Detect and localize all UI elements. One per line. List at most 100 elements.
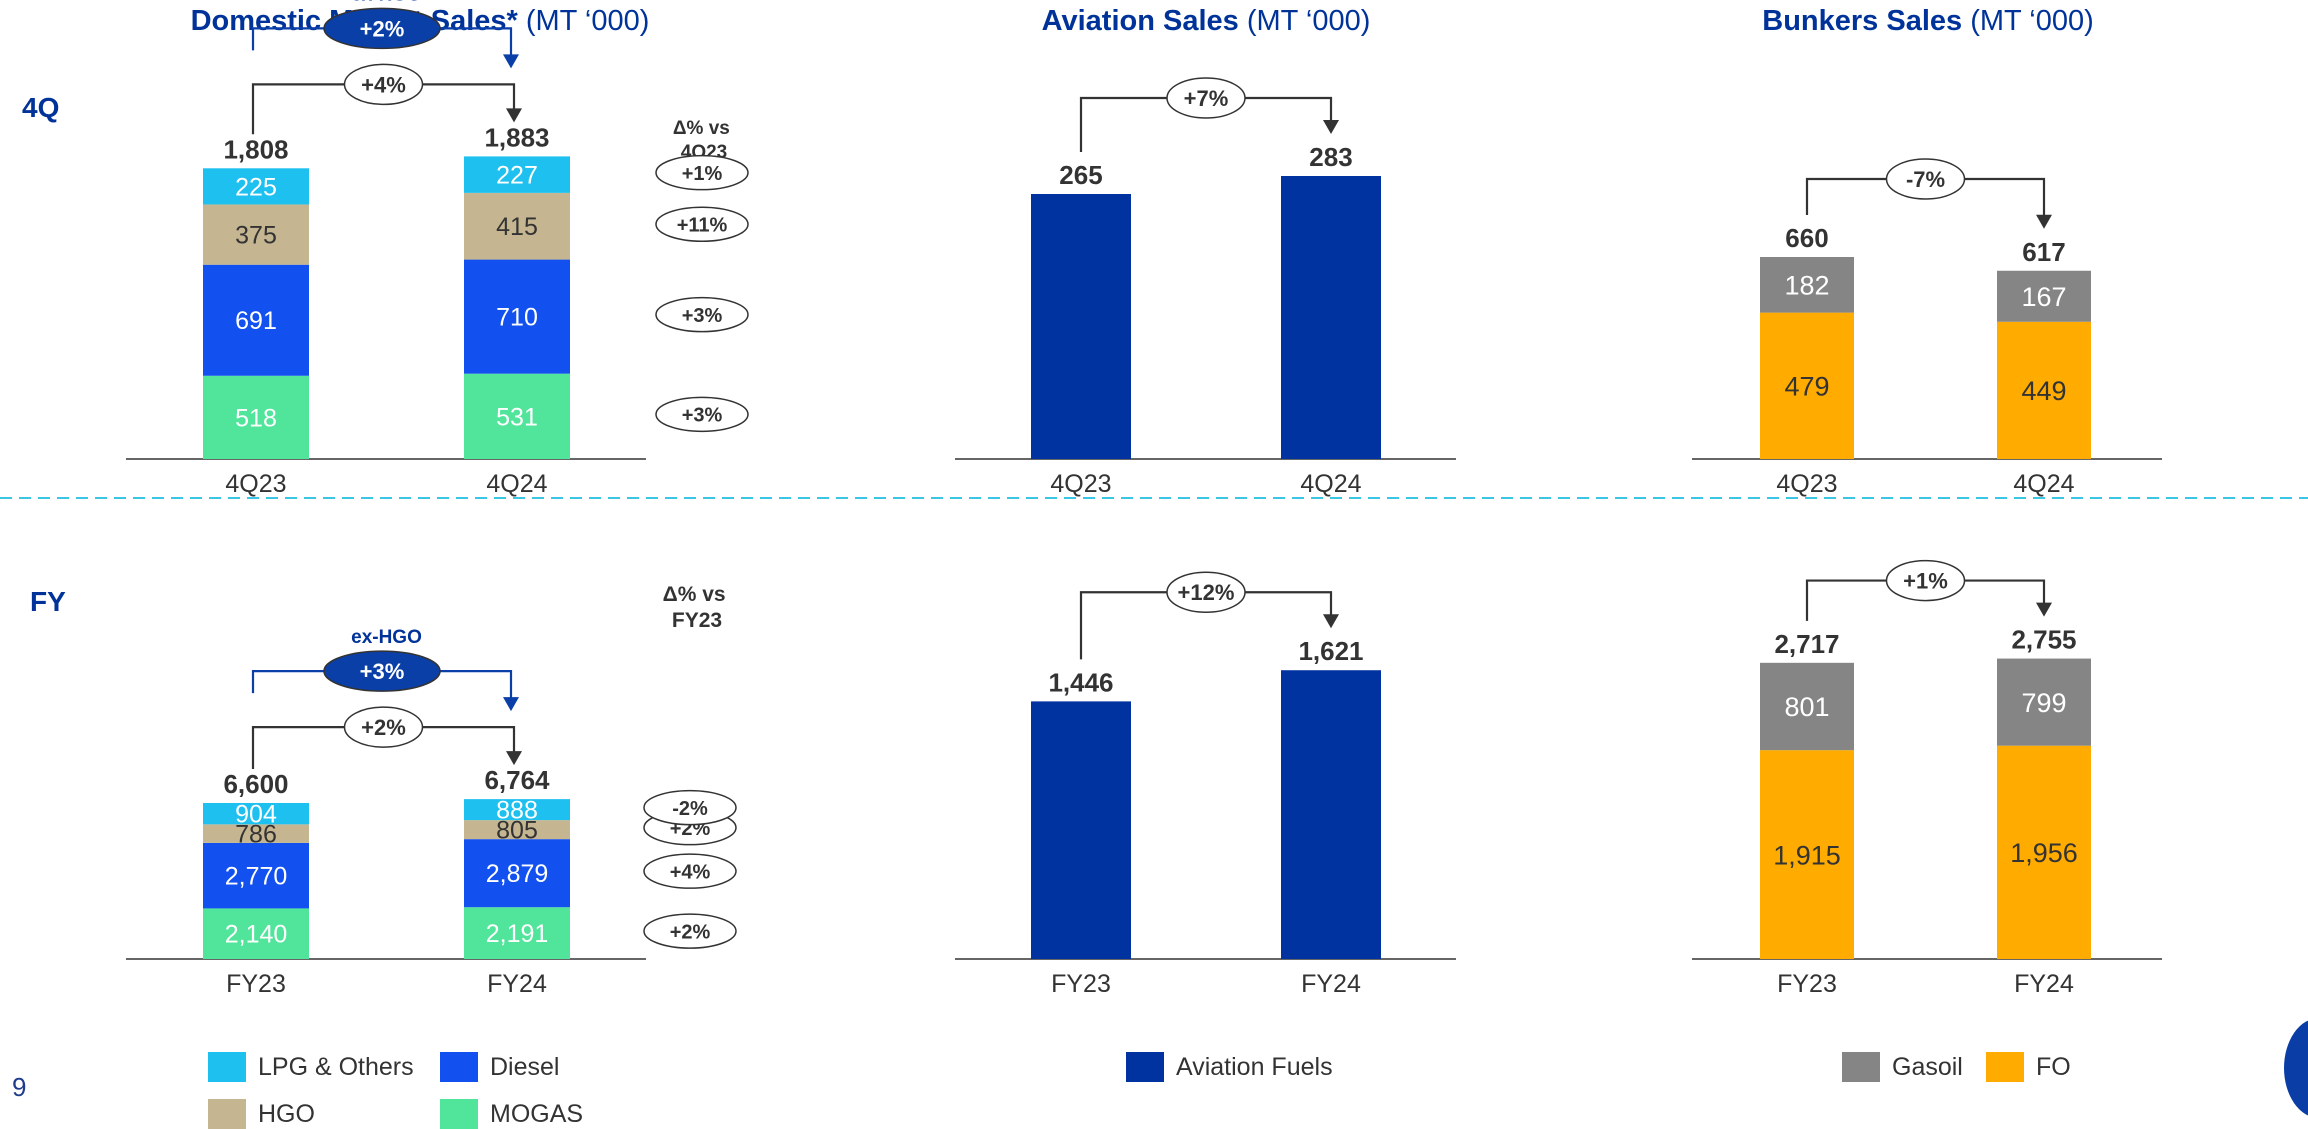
domestic-fy-value-diesel-fy23: 2,770 — [225, 863, 288, 891]
aviation-4q-total-4q23: 265 — [1059, 160, 1102, 190]
domestic-fy-value-hgo-fy23: 786 — [235, 821, 277, 849]
aviation-fy-total-fy24: 1,621 — [1298, 636, 1363, 666]
domestic-4q-delta-lpg-others-label: +1% — [682, 163, 723, 185]
domestic-fy-total-fy23: 6,600 — [223, 769, 288, 799]
aviation-fy-tick-fy24: FY24 — [1301, 970, 1361, 998]
domestic-fy-value-lpg-others-fy23: 904 — [235, 801, 277, 829]
legend-swatch — [208, 1052, 246, 1082]
bunkers-4q-growth-label: -7% — [1906, 167, 1945, 192]
bunkers-fy-growth-pill — [1885, 559, 1966, 602]
slide-number: 9 — [12, 1072, 27, 1102]
legend-item-aviation-fuels: Aviation Fuels — [1126, 1052, 1333, 1082]
bunkers-fy-bar-fo-fy24 — [1997, 745, 2091, 959]
domestic-4q-value-lpg-others-4q24: 227 — [496, 162, 538, 190]
domestic-4q-delta-mogas-pill — [655, 396, 749, 433]
domestic-4q-delta-diesel-pill — [655, 296, 749, 333]
domestic-4q-exhgo-label: +2% — [360, 16, 405, 41]
aviation-4q-tick-4q23: 4Q23 — [1050, 470, 1111, 498]
bunkers-fy-bar-gasoil-fy24 — [1997, 658, 2091, 746]
domestic-4q-tick-4q23: 4Q23 — [225, 470, 286, 498]
bunkers-fy-total-fy24: 2,755 — [2011, 625, 2076, 655]
domestic-fy-growth-label: +2% — [361, 715, 406, 740]
aviation-4q-growth-arrowhead — [1323, 120, 1339, 134]
domestic-fy-bar-mogas-fy23 — [203, 908, 309, 959]
bunkers-fy-value-gasoil-fy24: 799 — [2021, 688, 2066, 718]
domestic-4q-value-mogas-4q24: 531 — [496, 403, 538, 431]
domestic-fy-total-fy24: 6,764 — [484, 765, 550, 795]
aviation-4q-growth-pill — [1166, 77, 1246, 119]
domestic-fy-delta-mogas-pill — [643, 913, 737, 949]
bunkers-4q-bar-gasoil-4q24 — [1997, 270, 2091, 322]
domestic-4q-bar-mogas-4q24 — [464, 373, 570, 459]
domestic-fy-value-lpg-others-fy24: 888 — [496, 797, 538, 825]
bunkers-4q-value-fo-4q23: 479 — [1784, 372, 1829, 402]
domestic-4q-bar-hgo-4q23 — [203, 204, 309, 265]
legend-item-fo: FO — [1986, 1052, 2071, 1082]
legend-label: Aviation Fuels — [1176, 1052, 1333, 1081]
domestic-fy-bar-hgo-fy23 — [203, 824, 309, 843]
bunkers-fy-value-fo-fy24: 1,956 — [2010, 838, 2078, 868]
domestic-4q-growth-arrowhead — [506, 108, 522, 123]
legend-item-gasoil: Gasoil — [1842, 1052, 1963, 1082]
domestic-fy-bar-lpg-others-fy24 — [464, 799, 570, 821]
charts-group: 518 691 375 225 1,808 4Q23 531 710 415 227 1,883 4Q… — [126, 0, 2162, 998]
domestic-4q-total-4q24: 1,883 — [484, 122, 549, 152]
domestic-4q-exhgo-caption: ex-HGO — [351, 0, 422, 5]
domestic-fy-value-mogas-fy23: 2,140 — [225, 921, 288, 949]
domestic-fy-bar-diesel-fy24 — [464, 839, 570, 908]
legend-label: Gasoil — [1892, 1052, 1963, 1081]
domestic-fy-exhgo-caption: ex-HGO — [351, 627, 422, 648]
domestic-fy-delta-lpg-others-pill — [643, 789, 737, 826]
domestic-4q-delta-mogas-label: +3% — [682, 405, 723, 427]
domestic-4q-bar-lpg-others-4q24 — [464, 156, 570, 193]
domestic-4q-value-lpg-others-4q23: 225 — [235, 173, 277, 201]
domestic-4q-exhgo-pill — [323, 7, 441, 50]
domestic-4q-bar-diesel-4q23 — [203, 264, 309, 376]
domestic-fy-exhgo-arrowhead — [503, 697, 519, 712]
aviation-4q-tick-4q24: 4Q24 — [1300, 470, 1361, 498]
domestic-fy-bar-lpg-others-fy23 — [203, 802, 309, 825]
domestic-fy-exhgo-label: +3% — [360, 659, 405, 684]
domestic-fy-bar-mogas-fy24 — [464, 907, 570, 959]
legend-swatch — [1986, 1052, 2024, 1082]
bunkers-4q-tick-4q23: 4Q23 — [1776, 470, 1837, 498]
domestic-4q-bar-hgo-4q24 — [464, 192, 570, 260]
bunkers-4q-total-4q24: 617 — [2022, 237, 2065, 267]
domestic-4q-delta-lpg-others-pill — [655, 154, 749, 191]
domestic-fy-bar-hgo-fy24 — [464, 820, 570, 840]
legend-label: FO — [2036, 1052, 2071, 1081]
domestic-4q-growth-label: +4% — [361, 72, 406, 97]
bunkers-fy-growth-arrowhead — [2036, 602, 2052, 617]
legend-swatch — [1842, 1052, 1880, 1082]
legend-label: MOGAS — [490, 1099, 584, 1128]
bunkers-4q-growth-pill — [1885, 158, 1966, 200]
aviation-4q-total-4q24: 283 — [1309, 142, 1352, 172]
domestic-4q-delta-hgo-pill — [655, 206, 749, 242]
bunkers-fy-tick-fy24: FY24 — [2014, 970, 2074, 998]
domestic-fy-delta-mogas-label: +2% — [670, 921, 711, 943]
aviation-4q-bar-aviation-fuels-4q24 — [1281, 176, 1381, 459]
bunkers-fy-total-fy23: 2,717 — [1774, 629, 1839, 659]
domestic-fy-growth-arrowhead — [506, 751, 522, 766]
domestic-4q-value-mogas-4q23: 518 — [235, 404, 277, 432]
domestic-4q-bar-diesel-4q24 — [464, 259, 570, 374]
aviation-fy-growth-arrowhead — [1323, 614, 1339, 629]
domestic-4q-value-hgo-4q23: 375 — [235, 222, 277, 250]
aviation-4q-growth-label: +7% — [1184, 86, 1229, 111]
legend-swatch — [440, 1052, 478, 1082]
bunkers-4q-value-fo-4q24: 449 — [2021, 376, 2066, 406]
legend-item-diesel: Diesel — [440, 1052, 559, 1082]
domestic-fy-tick-fy23: FY23 — [226, 970, 286, 998]
domestic-fy-delta-lpg-others-label: -2% — [672, 798, 708, 820]
domestic-4q-bar-mogas-4q23 — [203, 375, 309, 459]
aviation-4q-bar-aviation-fuels-4q23 — [1031, 194, 1131, 459]
aviation-fy-bar-aviation-fuels-fy23 — [1031, 701, 1131, 959]
domestic-4q-value-diesel-4q23: 691 — [235, 307, 277, 335]
legend-swatch — [208, 1099, 246, 1129]
bunkers-4q-tick-4q24: 4Q24 — [2013, 470, 2074, 498]
domestic-fy-value-diesel-fy24: 2,879 — [486, 860, 549, 888]
bunkers-title: Bunkers Sales (MT ‘000) — [1762, 5, 2094, 37]
aviation-fy-total-fy23: 1,446 — [1048, 667, 1113, 697]
bunkers-fy-value-gasoil-fy23: 801 — [1784, 692, 1829, 722]
